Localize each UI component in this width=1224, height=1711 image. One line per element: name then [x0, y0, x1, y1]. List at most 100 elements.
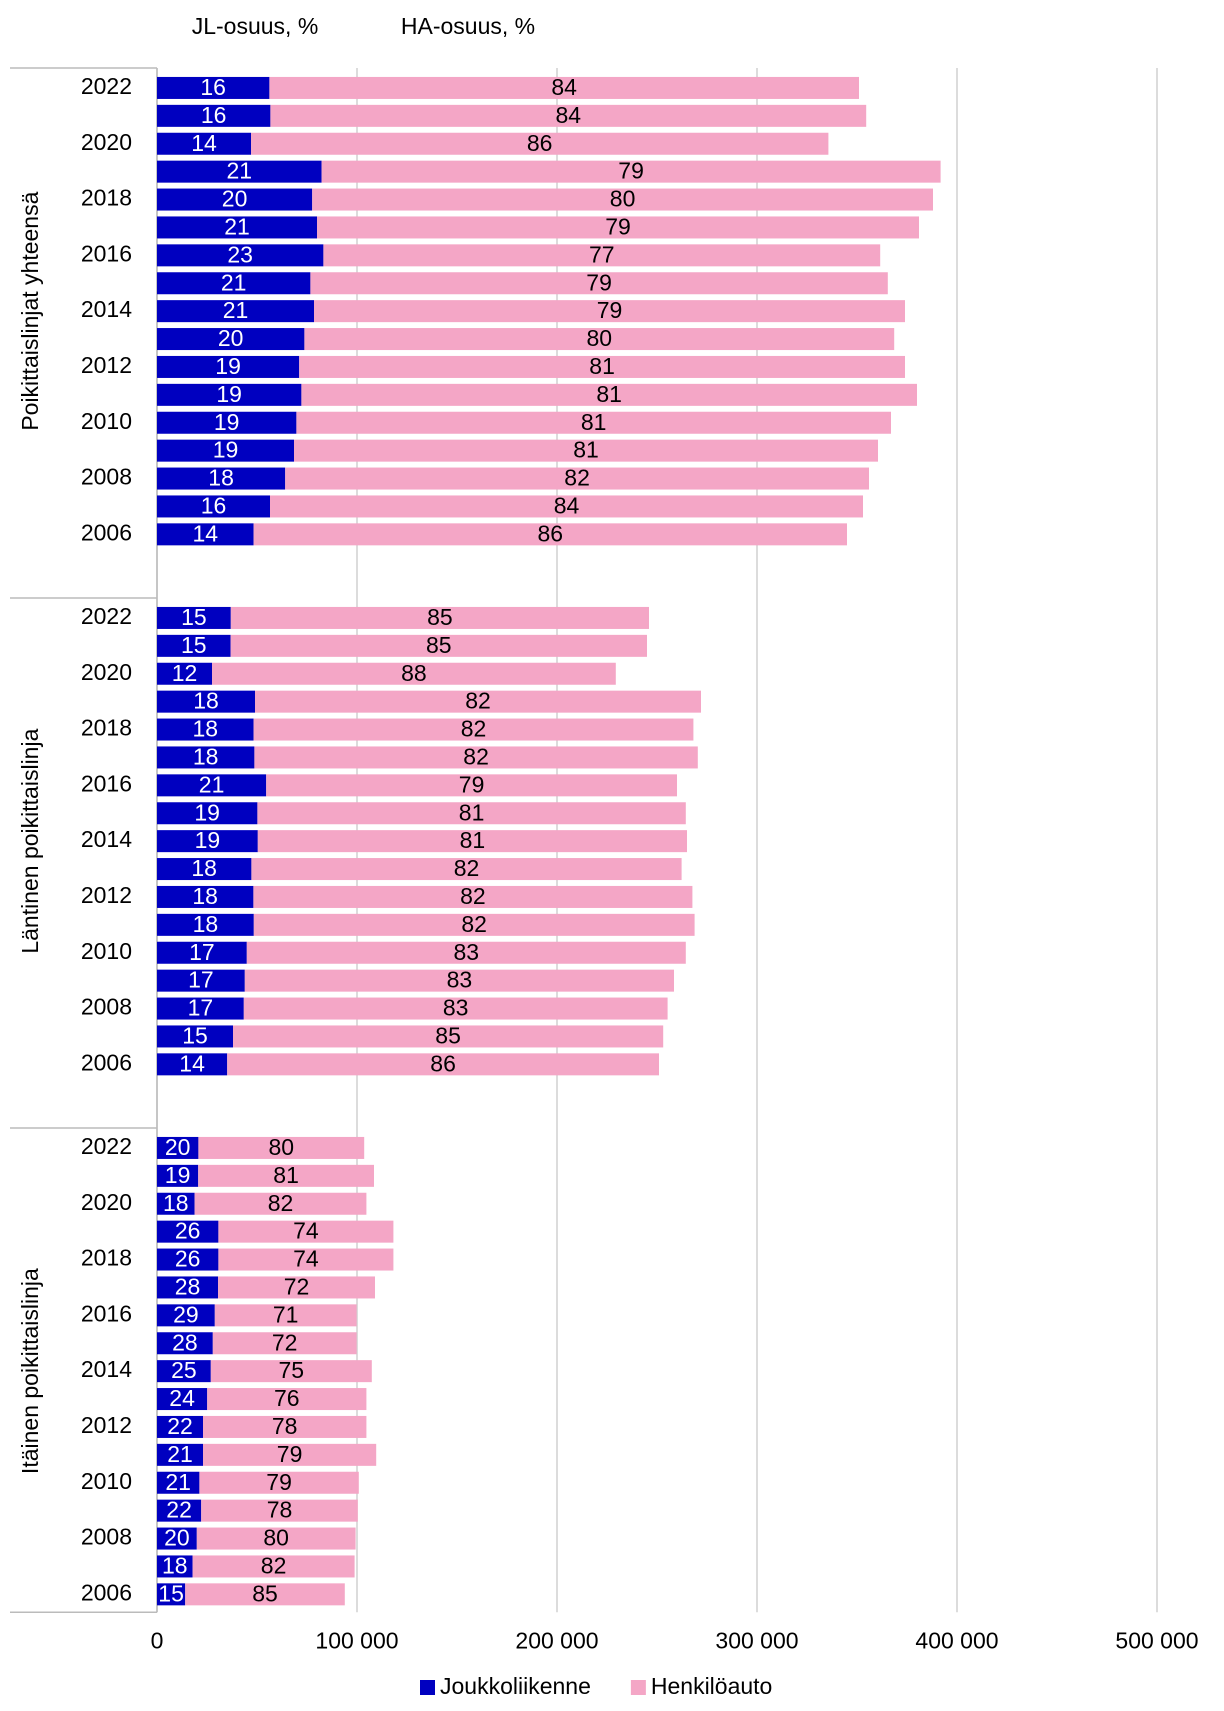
column-header: HA-osuus, % — [401, 13, 535, 39]
data-label: 79 — [618, 158, 644, 184]
data-label: 15 — [181, 604, 207, 630]
bar-segment — [257, 830, 687, 853]
y-tick-label: 2012 — [81, 352, 132, 378]
y-tick-label: 2014 — [81, 296, 132, 322]
x-tick-label: 400 000 — [915, 1627, 998, 1653]
data-label: 22 — [167, 1413, 193, 1439]
bar-segment — [312, 188, 933, 211]
data-label: 85 — [426, 632, 452, 658]
bar-segment — [157, 1276, 218, 1299]
data-label: 82 — [268, 1190, 294, 1216]
data-label: 82 — [454, 855, 480, 881]
data-label: 28 — [172, 1329, 198, 1355]
data-label: 79 — [605, 214, 631, 240]
bar-segment — [157, 1443, 203, 1466]
data-label: 82 — [461, 716, 487, 742]
column-header: JL-osuus, % — [192, 13, 319, 39]
data-label: 81 — [573, 437, 599, 463]
y-tick-label: 2016 — [81, 240, 132, 266]
bar-segment — [157, 272, 311, 295]
data-label: 20 — [165, 1134, 191, 1160]
bar-segment — [157, 718, 254, 741]
bar-segment — [157, 439, 294, 462]
y-tick-label: 2018 — [81, 1245, 132, 1271]
data-label: 21 — [199, 771, 225, 797]
data-label: 18 — [193, 716, 219, 742]
bar-segment — [294, 439, 878, 462]
bar-segment — [157, 1025, 233, 1048]
bar-segment — [157, 1583, 186, 1606]
bar-segment — [157, 495, 270, 518]
bar-segment — [212, 1332, 357, 1355]
data-label: 21 — [223, 297, 249, 323]
y-tick-label: 2010 — [81, 1468, 132, 1494]
bar-segment — [157, 690, 255, 713]
data-label: 19 — [214, 409, 240, 435]
data-label: 82 — [463, 744, 489, 770]
data-label: 16 — [201, 493, 227, 519]
data-label: 21 — [224, 214, 250, 240]
data-label: 82 — [465, 688, 491, 714]
data-label: 15 — [181, 632, 207, 658]
bar-segment — [157, 383, 302, 406]
data-label: 20 — [222, 186, 248, 212]
data-label: 79 — [459, 771, 485, 797]
x-tick-label: 300 000 — [715, 1627, 798, 1653]
bar-segment — [157, 244, 324, 267]
bar-segment — [218, 1276, 375, 1299]
bar-segment — [230, 606, 650, 629]
bar-segment — [299, 355, 905, 378]
bar-segment — [304, 328, 895, 351]
data-label: 17 — [189, 939, 215, 965]
x-tick-label: 100 000 — [315, 1627, 398, 1653]
bar-segment — [157, 1360, 211, 1383]
bar-segment — [203, 1443, 377, 1466]
bar-segment — [157, 300, 314, 323]
bar-segment — [157, 355, 300, 378]
data-label: 15 — [182, 1023, 208, 1049]
group-label: Poikittaislinjat yhteensä — [17, 191, 43, 430]
data-label: 81 — [596, 381, 622, 407]
y-tick-label: 2022 — [81, 73, 132, 99]
data-label: 80 — [263, 1525, 289, 1551]
bar-segment — [257, 802, 686, 825]
bar-segment — [157, 1248, 219, 1271]
bar-segment — [157, 1304, 215, 1327]
y-tick-label: 2010 — [81, 938, 132, 964]
data-label: 82 — [460, 883, 486, 909]
y-tick-label: 2008 — [81, 994, 132, 1020]
bar-segment — [321, 160, 941, 183]
data-label: 72 — [272, 1329, 298, 1355]
bar-segment — [196, 1527, 356, 1550]
bar-segment — [251, 858, 682, 881]
data-label: 19 — [195, 827, 221, 853]
bar-segment — [251, 132, 829, 155]
bar-segment — [266, 774, 677, 797]
data-label: 81 — [460, 827, 486, 853]
data-label: 21 — [221, 269, 247, 295]
y-tick-label: 2016 — [81, 1300, 132, 1326]
bar-segment — [246, 941, 686, 964]
bar-segment — [218, 1248, 394, 1271]
data-label: 22 — [166, 1497, 192, 1523]
y-tick-label: 2022 — [81, 1133, 132, 1159]
data-label: 83 — [454, 939, 480, 965]
data-label: 29 — [173, 1301, 199, 1327]
data-label: 78 — [267, 1497, 293, 1523]
bar-segment — [157, 467, 286, 490]
y-tick-label: 2010 — [81, 408, 132, 434]
data-label: 23 — [227, 241, 253, 267]
bar-segment — [157, 802, 258, 825]
data-label: 21 — [227, 158, 253, 184]
y-tick-label: 2006 — [81, 519, 132, 545]
bar-segment — [157, 76, 270, 99]
data-label: 84 — [554, 493, 580, 519]
bar-segment — [253, 913, 695, 936]
bar-segment — [157, 523, 254, 546]
bar-segment — [269, 76, 859, 99]
bar-segment — [157, 941, 247, 964]
data-label: 19 — [165, 1162, 191, 1188]
data-label: 16 — [200, 74, 226, 100]
data-label: 85 — [252, 1580, 278, 1606]
bar-segment — [157, 1415, 203, 1438]
